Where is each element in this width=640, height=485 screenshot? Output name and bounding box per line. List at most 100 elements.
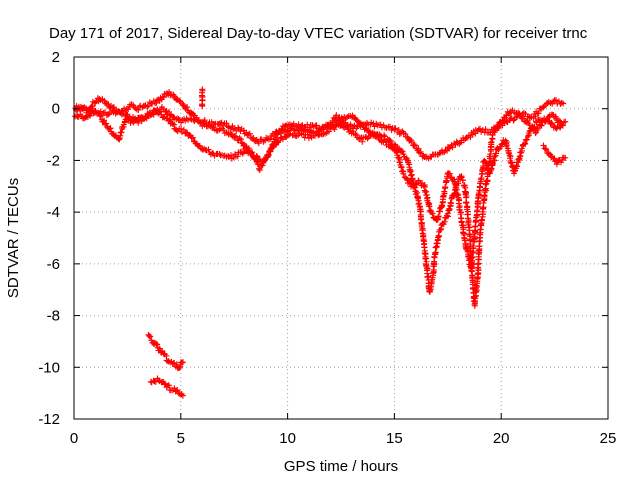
y-tick-label: -8 bbox=[47, 308, 60, 325]
data-point bbox=[161, 380, 168, 387]
data-point bbox=[417, 216, 424, 223]
data-point bbox=[352, 131, 359, 138]
grid-layer bbox=[74, 57, 608, 419]
data-point bbox=[525, 132, 532, 139]
x-tick-label: 25 bbox=[600, 430, 617, 447]
data-point bbox=[180, 102, 187, 109]
data-point bbox=[330, 124, 337, 131]
data-point bbox=[421, 187, 428, 194]
data-point bbox=[245, 145, 252, 152]
data-point bbox=[301, 134, 308, 141]
data-point bbox=[458, 174, 465, 181]
data-point bbox=[402, 130, 409, 137]
tick-layer bbox=[73, 56, 609, 420]
data-point bbox=[237, 136, 244, 143]
data-point bbox=[396, 131, 403, 138]
data-point bbox=[102, 109, 109, 116]
data-point bbox=[236, 135, 243, 142]
y-tick-label: -2 bbox=[47, 152, 60, 169]
data-point bbox=[420, 182, 427, 189]
data-point bbox=[387, 137, 394, 144]
data-point bbox=[184, 104, 191, 111]
data-point bbox=[178, 359, 185, 366]
y-tick-label: -10 bbox=[38, 359, 60, 376]
data-point bbox=[444, 210, 451, 217]
data-point bbox=[179, 359, 186, 366]
data-point bbox=[560, 100, 567, 107]
data-point bbox=[144, 103, 151, 110]
series-trace-d bbox=[540, 142, 569, 168]
data-point bbox=[169, 121, 176, 128]
data-point bbox=[145, 102, 152, 109]
data-point bbox=[402, 174, 409, 181]
data-point bbox=[199, 103, 206, 110]
data-point bbox=[491, 153, 498, 160]
data-point bbox=[555, 98, 562, 105]
data-point bbox=[459, 177, 466, 184]
data-point bbox=[482, 186, 489, 193]
data-point bbox=[287, 121, 294, 128]
data-point bbox=[369, 129, 376, 136]
data-point bbox=[179, 392, 186, 399]
data-point bbox=[313, 122, 320, 129]
data-point bbox=[165, 382, 172, 389]
data-point bbox=[167, 92, 174, 99]
data-point bbox=[391, 125, 398, 132]
x-tick-label: 5 bbox=[177, 430, 185, 447]
data-point bbox=[247, 150, 254, 157]
data-point bbox=[550, 98, 557, 105]
data-point bbox=[470, 242, 477, 249]
data-point bbox=[253, 152, 260, 159]
data-point bbox=[315, 132, 322, 139]
data-point bbox=[451, 180, 458, 187]
data-point bbox=[176, 364, 183, 371]
data-point bbox=[513, 114, 520, 121]
data-point bbox=[478, 216, 485, 223]
data-point bbox=[176, 97, 183, 104]
data-point bbox=[177, 363, 184, 370]
data-point bbox=[426, 207, 433, 214]
data-point bbox=[523, 136, 530, 143]
data-point bbox=[548, 119, 555, 126]
data-point bbox=[265, 151, 272, 158]
data-point bbox=[446, 170, 453, 177]
data-point bbox=[560, 119, 567, 126]
data-point bbox=[391, 141, 398, 148]
data-point bbox=[558, 99, 565, 106]
data-point bbox=[449, 144, 456, 151]
data-point bbox=[295, 121, 302, 128]
data-point bbox=[429, 210, 436, 217]
data-point bbox=[543, 146, 550, 153]
data-point bbox=[461, 235, 468, 242]
data-point bbox=[432, 249, 439, 256]
data-point bbox=[122, 107, 129, 114]
data-point bbox=[146, 332, 153, 339]
data-point bbox=[325, 128, 332, 135]
data-point bbox=[553, 97, 560, 104]
data-point bbox=[481, 192, 488, 199]
x-axis-label: GPS time / hours bbox=[284, 458, 398, 475]
series-trace-a bbox=[72, 88, 565, 309]
data-point bbox=[216, 150, 223, 157]
data-point bbox=[154, 341, 161, 348]
data-point bbox=[174, 387, 181, 394]
data-point bbox=[152, 378, 159, 385]
data-point bbox=[103, 120, 110, 127]
data-point bbox=[395, 126, 402, 133]
data-point bbox=[231, 125, 238, 132]
data-point bbox=[551, 155, 558, 162]
data-point bbox=[482, 181, 489, 188]
y-axis-label: SDTVAR / TECUs bbox=[5, 178, 22, 298]
data-point bbox=[223, 120, 230, 127]
data-point bbox=[267, 135, 274, 142]
x-tick-label: 10 bbox=[279, 430, 296, 447]
data-point bbox=[476, 125, 483, 132]
chart-title: Day 171 of 2017, Sidereal Day-to-day VTE… bbox=[49, 25, 588, 42]
data-point bbox=[239, 150, 246, 157]
data-point bbox=[487, 129, 494, 136]
data-point bbox=[562, 118, 569, 125]
data-point bbox=[196, 142, 203, 149]
data-point bbox=[359, 122, 366, 129]
series-trace-f bbox=[147, 375, 186, 399]
